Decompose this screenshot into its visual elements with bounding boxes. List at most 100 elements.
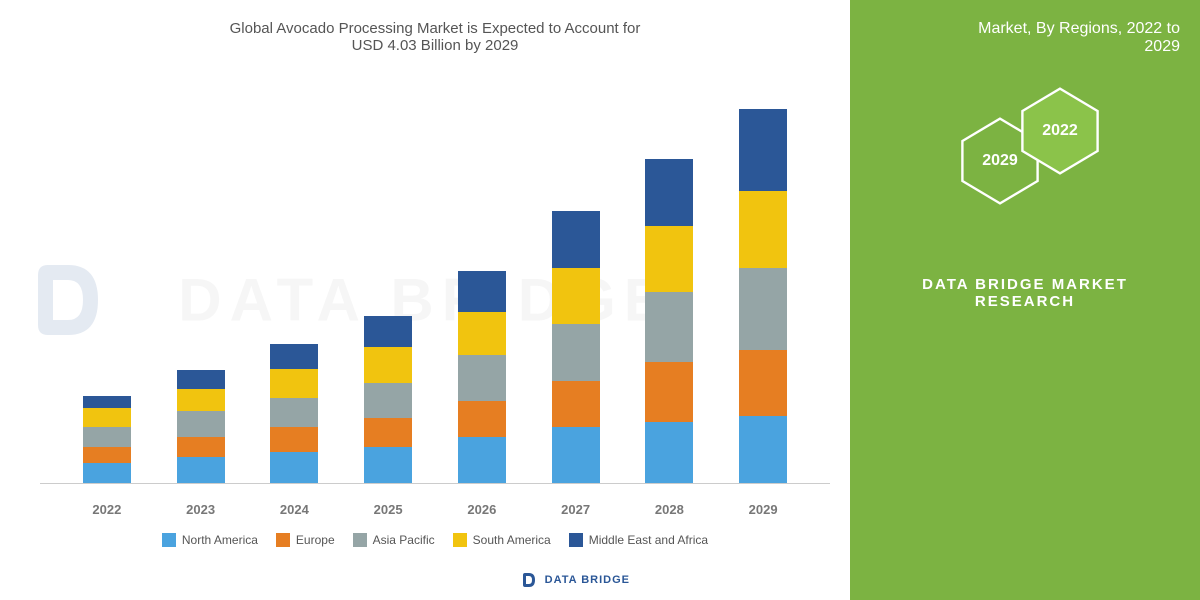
x-axis-label: 2024 bbox=[264, 502, 324, 517]
bar-group bbox=[639, 159, 699, 483]
bar-segment bbox=[739, 268, 787, 350]
bar-segment bbox=[177, 457, 225, 483]
footer-brand-logo: DATA BRIDGE bbox=[519, 570, 630, 590]
legend-item: South America bbox=[453, 533, 551, 547]
bar-segment bbox=[270, 398, 318, 427]
bar-segment bbox=[645, 422, 693, 484]
bar-segment bbox=[83, 408, 131, 426]
stacked-bar bbox=[270, 344, 318, 483]
hexagon-front: 2022 bbox=[1020, 86, 1100, 176]
right-panel-title: Market, By Regions, 2022 to 2029 bbox=[870, 20, 1180, 56]
bar-segment bbox=[552, 268, 600, 324]
bar-segment bbox=[458, 437, 506, 483]
bar-segment bbox=[645, 362, 693, 421]
legend-item: Middle East and Africa bbox=[569, 533, 708, 547]
bar-segment bbox=[270, 427, 318, 453]
bar-group bbox=[546, 211, 606, 483]
bar-segment bbox=[177, 411, 225, 437]
right-brand-line2: RESEARCH bbox=[975, 293, 1075, 310]
stacked-bar bbox=[739, 109, 787, 483]
hexagon-group: 2029 2022 bbox=[870, 86, 1180, 236]
right-panel: Market, By Regions, 2022 to 2029 2029 20… bbox=[850, 0, 1200, 600]
hexagon-front-label: 2022 bbox=[1042, 122, 1078, 140]
chart-area bbox=[40, 74, 830, 484]
legend-swatch bbox=[276, 533, 290, 547]
bar-segment bbox=[458, 271, 506, 312]
bar-segment bbox=[177, 437, 225, 458]
bar-segment bbox=[270, 344, 318, 370]
bar-segment bbox=[364, 418, 412, 447]
bar-segment bbox=[270, 369, 318, 398]
x-axis-label: 2027 bbox=[546, 502, 606, 517]
chart-title: Global Avocado Processing Market is Expe… bbox=[40, 20, 830, 54]
bar-segment bbox=[739, 191, 787, 268]
bar-segment bbox=[645, 226, 693, 293]
legend-item: Asia Pacific bbox=[353, 533, 435, 547]
bar-segment bbox=[83, 447, 131, 462]
legend-swatch bbox=[353, 533, 367, 547]
stacked-bar bbox=[552, 211, 600, 483]
bar-group bbox=[264, 344, 324, 483]
x-axis-label: 2023 bbox=[171, 502, 231, 517]
right-title-line2: 2029 bbox=[1144, 38, 1180, 55]
bar-segment bbox=[552, 324, 600, 380]
chart-legend: North America Europe Asia Pacific South Ame… bbox=[40, 533, 830, 547]
legend-label: Middle East and Africa bbox=[589, 533, 708, 547]
bar-segment bbox=[739, 416, 787, 483]
legend-swatch bbox=[569, 533, 583, 547]
right-brand-text: DATA BRIDGE MARKET RESEARCH bbox=[870, 276, 1180, 310]
bar-segment bbox=[552, 381, 600, 427]
bar-segment bbox=[83, 396, 131, 408]
legend-label: North America bbox=[182, 533, 258, 547]
legend-swatch bbox=[162, 533, 176, 547]
stacked-bar bbox=[645, 159, 693, 483]
legend-label: Europe bbox=[296, 533, 335, 547]
stacked-bar bbox=[364, 316, 412, 483]
x-axis-label: 2029 bbox=[733, 502, 793, 517]
right-title-line1: Market, By Regions, 2022 to bbox=[978, 20, 1180, 37]
bar-segment bbox=[458, 312, 506, 355]
bar-segment bbox=[739, 350, 787, 417]
footer-brand-text: DATA BRIDGE bbox=[545, 574, 630, 586]
chart-title-line2: USD 4.03 Billion by 2029 bbox=[352, 37, 519, 54]
bar-group bbox=[733, 109, 793, 483]
bar-segment bbox=[177, 389, 225, 412]
bar-group bbox=[77, 396, 137, 483]
bar-segment bbox=[645, 292, 693, 362]
bar-group bbox=[358, 316, 418, 483]
x-axis-label: 2026 bbox=[452, 502, 512, 517]
chart-title-line1: Global Avocado Processing Market is Expe… bbox=[230, 20, 641, 37]
bar-segment bbox=[645, 159, 693, 226]
stacked-bar bbox=[83, 396, 131, 483]
chart-panel: DATA BRIDGE Global Avocado Processing Ma… bbox=[0, 0, 850, 600]
footer-logo-icon bbox=[519, 570, 539, 590]
x-axis-label: 2025 bbox=[358, 502, 418, 517]
right-brand-line1: DATA BRIDGE MARKET bbox=[922, 276, 1128, 293]
legend-label: South America bbox=[473, 533, 551, 547]
bar-segment bbox=[177, 370, 225, 388]
bar-segment bbox=[364, 383, 412, 419]
legend-swatch bbox=[453, 533, 467, 547]
hexagon-back-label: 2029 bbox=[982, 152, 1018, 170]
bar-segment bbox=[270, 452, 318, 483]
bar-segment bbox=[364, 316, 412, 347]
bar-group bbox=[452, 271, 512, 483]
bar-segment bbox=[458, 355, 506, 401]
bar-segment bbox=[83, 427, 131, 448]
bar-segment bbox=[83, 463, 131, 484]
main-container: DATA BRIDGE Global Avocado Processing Ma… bbox=[0, 0, 1200, 600]
stacked-bar bbox=[458, 271, 506, 483]
x-axis-label: 2022 bbox=[77, 502, 137, 517]
bar-segment bbox=[364, 347, 412, 383]
bar-segment bbox=[364, 447, 412, 483]
legend-label: Asia Pacific bbox=[373, 533, 435, 547]
legend-item: North America bbox=[162, 533, 258, 547]
bar-segment bbox=[552, 427, 600, 483]
bar-segment bbox=[458, 401, 506, 437]
legend-item: Europe bbox=[276, 533, 335, 547]
stacked-bar bbox=[177, 370, 225, 483]
bar-group bbox=[171, 370, 231, 483]
x-axis-label: 2028 bbox=[639, 502, 699, 517]
bar-segment bbox=[552, 211, 600, 267]
bar-segment bbox=[739, 109, 787, 191]
